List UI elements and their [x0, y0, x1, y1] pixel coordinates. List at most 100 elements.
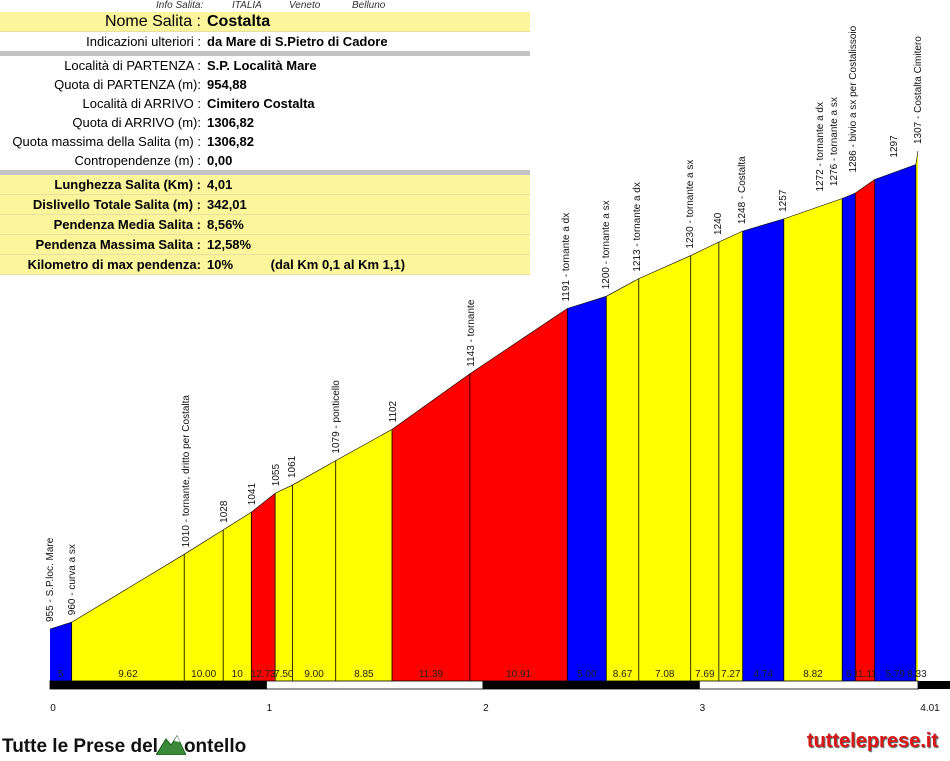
info-row-end-place: Località di ARRIVO : Cimitero Costalta [0, 94, 530, 113]
info-row-start-place: Località di PARTENZA : S.P. Località Mar… [0, 56, 530, 75]
brand-text-pre: Tutte le Prese del [2, 736, 158, 758]
grade-label: 8.67 [613, 669, 633, 680]
info-label: Kilometro di max pendenza: [0, 254, 204, 275]
grade-label: 6 [846, 669, 852, 680]
grade-label: 9.62 [118, 669, 138, 680]
info-label: Località di PARTENZA : [64, 58, 201, 73]
info-label: Nome Salita : [0, 12, 204, 32]
info-row-name: Nome Salita : Costalta [0, 12, 530, 32]
info-separator [0, 170, 530, 175]
profile-segment [842, 193, 856, 681]
altitude-label: 1055 [271, 464, 282, 487]
info-label: Quota di ARRIVO (m): [72, 115, 201, 130]
info-label: Località di ARRIVO : [82, 96, 202, 111]
grade-labels: 5 9.62 10.00 10 12.737.50 9.00 8.85 11.39 10.91 5… [58, 669, 927, 680]
km-axis: 0 1 2 3 4.01 [49, 680, 950, 714]
brand-link-right[interactable]: tutteleprese.it [806, 730, 938, 752]
grade-label: 11.11 [853, 669, 877, 680]
grade-label: 4.74 [753, 669, 773, 680]
info-value: 4,01 [204, 175, 530, 195]
profile-segment [742, 218, 784, 682]
altitude-label: 1079 - ponticello [331, 380, 342, 454]
info-row-elevation-gain: Dislivello Totale Salita (m) : 342,01 [0, 194, 530, 215]
altitude-label: 955 - S.P.loc. Mare [45, 537, 56, 622]
info-row-max-alt: Quota massima della Salita (m) : 1306,82 [0, 132, 530, 151]
altitude-label: 1102 [388, 400, 399, 422]
info-value: 954,88 [207, 77, 247, 92]
profile-dividers [49, 150, 919, 681]
brand-logo-left: Tutte le Prese del ontello [2, 733, 246, 761]
altitude-label: 1213 - tornante a dx [632, 182, 643, 272]
grade-label: 5 [58, 669, 64, 680]
grade-label: 10 [232, 669, 244, 680]
info-value: 1306,82 [207, 134, 254, 149]
altitude-label: 960 - curva a sx [67, 544, 78, 615]
km-tick-label: 4.01 [920, 703, 940, 714]
info-header-country: ITALIA [232, 0, 262, 11]
info-row-notes: Indicazioni ulteriori : da Mare di S.Pie… [0, 32, 530, 52]
info-label: Quota massima della Salita (m) : [12, 134, 201, 149]
profile-outline [49, 150, 919, 630]
mountain-icon [155, 733, 187, 761]
altitude-label: 1143 - tornante [466, 299, 477, 367]
grade-label: 10.00 [191, 669, 216, 680]
info-value: 8,56% [204, 214, 530, 235]
altitude-labels: 955 - S.P.loc. Mare 960 - curva a sx 1010 … [45, 25, 924, 622]
altitude-label: 1041 [247, 483, 258, 506]
info-row-avg-grade: Pendenza Media Salita : 8,56% [0, 214, 530, 235]
altitude-label: 1200 - tornante a sx [601, 200, 612, 289]
km-tick-label: 1 [267, 703, 273, 714]
grade-label: 7.69 [695, 669, 715, 680]
info-value: 1306,82 [207, 115, 254, 130]
profile-segment [638, 255, 691, 681]
grade-label: 12.73 [251, 669, 276, 680]
altitude-label: 1272 - tornante a dx [815, 102, 826, 192]
altitude-label: 1297 [889, 135, 900, 158]
altitude-label: 1307 - Costalta Cimitero [913, 36, 924, 144]
grade-label: 7.27 [721, 669, 741, 680]
info-value: 342,01 [204, 194, 530, 215]
profile-segment [71, 554, 185, 681]
info-value: da Mare di S.Pietro di Cadore [207, 34, 388, 49]
info-value: Costalta [204, 12, 530, 32]
grade-label: 10.91 [506, 669, 531, 680]
altitude-label: 1240 [713, 212, 724, 235]
info-value: Cimitero Costalta [207, 96, 315, 111]
profile-segment [606, 278, 639, 681]
altitude-label: 1248 - Costalta [737, 156, 748, 224]
info-value: 10% [207, 257, 234, 272]
profile-segment [690, 241, 719, 681]
profile-segment [292, 460, 336, 681]
km-tick-label: 0 [50, 703, 56, 714]
altitude-label: 1010 - tornante, dritto per Costalta [181, 395, 192, 548]
grade-label: 7.08 [655, 669, 675, 680]
altitude-label: 1276 - tornante a sx [829, 97, 840, 186]
grade-label: 7.50 [274, 669, 294, 680]
altitude-label: 1257 [778, 189, 789, 212]
info-label: Dislivello Totale Salita (m) : [0, 194, 204, 215]
profile-segment [567, 296, 607, 681]
grade-label: 5.79 [886, 669, 906, 680]
info-label: Contropendenze (m) : [74, 153, 201, 168]
km-bar-segment [266, 680, 484, 690]
info-label: Pendenza Massima Salita : [0, 234, 204, 255]
altitude-label: 1286 - bivio a sx per Costalissoio [848, 25, 859, 172]
km-bar-segment [49, 680, 267, 690]
info-label: Quota di PARTENZA (m): [54, 77, 201, 92]
brand-text-post: ontello [183, 736, 247, 758]
info-label: Lunghezza Salita (Km) : [0, 175, 204, 195]
climb-info-table: Nome Salita : Costalta Indicazioni ulter… [0, 12, 530, 275]
info-row-length: Lunghezza Salita (Km) : 4,01 [0, 175, 530, 195]
profile-segment [915, 151, 918, 681]
info-row-end-alt: Quota di ARRIVO (m): 1306,82 [0, 113, 530, 132]
info-row-counter-slopes: Contropendenze (m) : 0,00 [0, 151, 530, 170]
grade-label: 5.00 [577, 669, 597, 680]
profile-segment [275, 485, 293, 681]
info-value: 12,58% [204, 234, 530, 255]
info-row-start-alt: Quota di PARTENZA (m): 954,88 [0, 75, 530, 94]
profile-segment [184, 529, 224, 681]
profile-segment [335, 429, 393, 681]
altitude-label: 1028 [219, 500, 230, 523]
info-row-max-grade-km: Kilometro di max pendenza: 10% (dal Km 0… [0, 254, 530, 275]
